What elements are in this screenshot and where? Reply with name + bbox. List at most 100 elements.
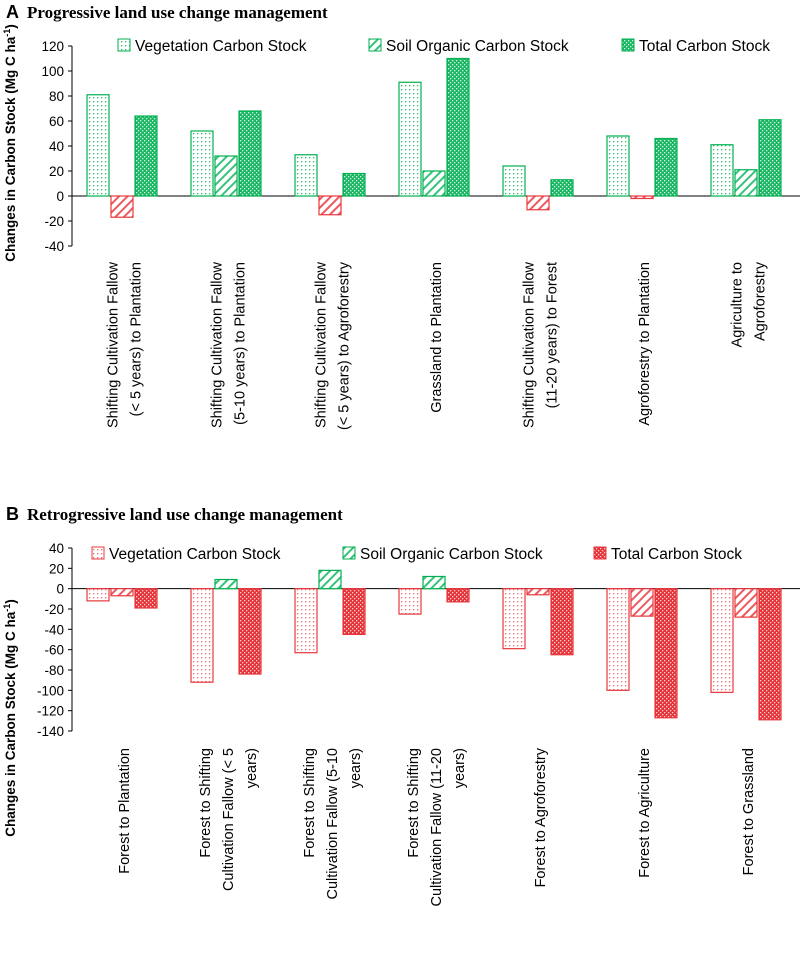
bar-soil-6 [630,588,654,617]
bar-total-3 [342,588,366,636]
legend-label-total: Total Carbon Stock [639,38,770,55]
category-label-line: Forest to Plantation [117,748,133,874]
y-tick-label: -100 [37,683,64,698]
bar-vegetation-7 [710,144,734,197]
category-label-line: Agroforestry [753,261,769,341]
category-label-line: Cultivation Fallow (5-10 [325,748,341,900]
bar-soil-1 [110,588,134,597]
bar-soil-7 [734,169,758,197]
y-tick-label: 40 [49,139,64,154]
category-label-4: Forest to Shifting Cultivation Fallow (11… [406,748,468,907]
y-tick-label: 40 [49,541,64,556]
y-tick-label: -60 [44,643,64,658]
category-label-line: Cultivation Fallow (< 5 [221,748,237,891]
category-label-3: Shifting Cultivation Fallow (< 5 years) t… [314,261,353,430]
legend-swatch-soil [368,38,382,52]
bar-total-5 [550,588,574,656]
y-tick-label: 60 [49,114,64,129]
bar-soil-4 [422,575,446,590]
y-tick-label: -20 [44,602,64,617]
y-tick-label: -20 [44,214,64,229]
category-label-line: Forest to Shifting [406,748,422,858]
panel-b-title: Retrogressive land use change management [27,505,343,524]
category-label-line: years) [348,748,364,788]
category-label-line: Agriculture to [730,262,746,347]
category-label-line: (11-20 years) to Forest [545,262,561,408]
panel-a-y-ticks: -40 -20 0 20 40 60 80 100 120 [41,39,72,254]
category-label-line: Forest to Agroforestry [533,747,549,887]
category-label-5: Forest to Agroforestry [533,747,549,887]
bar-soil-1 [110,195,134,218]
bar-total-2 [238,110,262,197]
panel-a-bars [86,57,782,218]
bar-vegetation-1 [86,588,110,602]
category-label-line: Forest to Shifting [302,748,318,858]
bar-soil-2 [214,155,238,197]
y-tick-label: 20 [49,561,64,576]
bar-total-4 [446,57,470,197]
category-label-line: (< 5 years) to Plantation [129,262,145,416]
panel-b-bars [86,569,782,721]
bar-soil-4 [422,170,446,197]
bar-vegetation-7 [710,588,734,693]
category-label-7: Forest to Grassland [741,748,757,875]
y-tick-label: 100 [41,64,64,79]
panel-b-letter: B [6,504,19,524]
legend-swatch-vegetation [117,38,131,52]
bar-total-7 [758,119,782,197]
panel-a-y-axis-label: Changes in Carbon Stock (Mg C ha-1) [2,24,18,262]
category-label-line: years) [244,748,260,788]
panel-a-letter: A [6,2,19,22]
category-label-line: Forest to Agriculture [637,748,653,878]
category-label-line: Forest to Shifting [198,748,214,858]
bar-total-6 [654,588,678,719]
category-label-5: Shifting Cultivation Fallow (11-20 years)… [522,261,561,428]
category-label-6: Forest to Agriculture [637,748,653,878]
bar-total-1 [134,588,158,609]
y-tick-label: 80 [49,89,64,104]
y-tick-label: -40 [44,239,64,254]
y-tick-label: -40 [44,622,64,637]
bar-vegetation-2 [190,130,214,197]
bar-total-1 [134,115,158,197]
category-label-line: Cultivation Fallow (11-20 [429,748,445,907]
category-label-line: Agroforestry to Plantation [637,262,653,426]
legend-swatch-total [593,546,607,560]
category-label-line: Shifting Cultivation Fallow [106,261,122,428]
y-tick-label: -80 [44,663,64,678]
panel-a-category-labels: Shifting Cultivation Fallow (< 5 years) t… [106,261,769,430]
category-label-4: Grassland to Plantation [429,262,445,413]
bar-total-5 [550,179,574,197]
panel-a-title: Progressive land use change management [27,3,328,22]
bar-total-4 [446,588,470,603]
bar-soil-5 [526,195,550,211]
legend-label-soil: Soil Organic Carbon Stock [386,38,569,55]
category-label-line: years) [452,748,468,788]
category-label-line: Shifting Cultivation Fallow [210,261,226,428]
category-label-6: Agroforestry to Plantation [637,262,653,426]
bar-vegetation-5 [502,588,526,650]
legend-swatch-total [621,38,635,52]
panel-b-category-labels: Forest to Plantation Forest to Shifting Cu… [117,747,757,906]
bar-vegetation-3 [294,154,318,197]
bar-vegetation-6 [606,588,630,691]
legend-label-total: Total Carbon Stock [611,546,742,563]
panel-b-y-ticks: -140 -120 -100 -80 -60 -40 -20 0 20 40 [37,541,72,739]
category-label-1: Shifting Cultivation Fallow (< 5 years) t… [106,261,145,428]
bar-soil-2 [214,578,238,590]
y-tick-label: -140 [37,724,64,739]
y-tick-label: 0 [56,582,64,597]
category-label-1: Forest to Plantation [117,748,133,874]
bar-vegetation-1 [86,94,110,197]
bar-total-6 [654,137,678,197]
bar-vegetation-3 [294,588,318,654]
panel-a-legend: Vegetation Carbon Stock Soil Organic Car… [117,38,770,55]
bar-total-2 [238,588,262,675]
bar-vegetation-4 [398,588,422,615]
category-label-2: Forest to Shifting Cultivation Fallow (< … [198,748,260,891]
panel-b-legend: Vegetation Carbon Stock Soil Organic Car… [91,546,742,563]
y-tick-label: 120 [41,39,64,54]
bar-total-3 [342,172,366,197]
bar-soil-6 [630,195,654,200]
